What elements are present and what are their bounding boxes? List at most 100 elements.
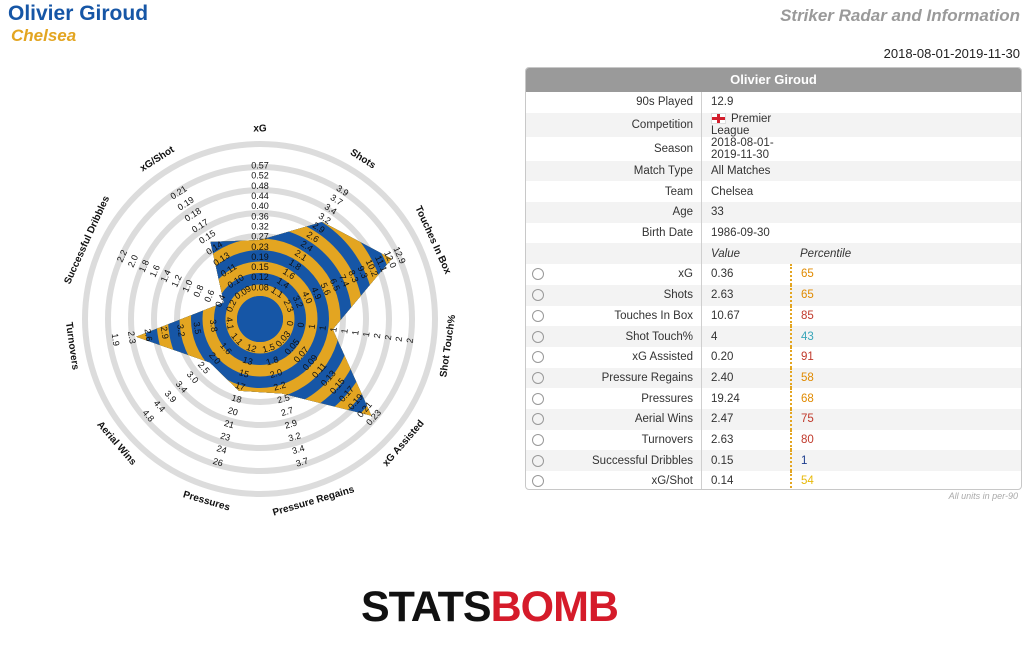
tick-label: 3.2 — [175, 324, 187, 338]
metric-value: 10.67 — [701, 305, 791, 327]
tick-label: 1 — [361, 331, 372, 337]
metric-percentile: 58 — [790, 367, 1021, 389]
tick-label: 7.4 — [337, 273, 351, 289]
info-value: 1986-09-30 — [701, 222, 791, 244]
tick-label: 0.8 — [191, 283, 205, 299]
metric-value: 4 — [701, 326, 791, 347]
tick-label: 1.6 — [148, 263, 162, 279]
metric-row: Aerial Wins 2.47 75 — [526, 408, 1021, 430]
info-label: Team — [664, 185, 693, 198]
info-value: 2018-08-01-2019-11-30 — [701, 136, 791, 161]
info-row: Team Chelsea — [526, 181, 1021, 203]
tick-label: 2.9 — [283, 418, 298, 431]
metric-label: xG/Shot — [651, 475, 693, 488]
tick-label: 17 — [234, 380, 246, 392]
tick-label: 2 — [383, 334, 394, 340]
info-row: Age 33 — [526, 202, 1021, 223]
tick-label: 0.52 — [251, 171, 269, 181]
axis-label: Shot Touch% — [438, 314, 458, 378]
tick-label: 2.2 — [272, 380, 287, 393]
info-value: 12.9 — [701, 92, 791, 113]
tick-label: 8.3 — [346, 269, 360, 285]
tick-label: 1.8 — [265, 354, 280, 367]
metric-label: Aerial Wins — [634, 413, 693, 426]
grid-ring — [151, 210, 369, 428]
percentile-header: Percentile — [800, 247, 852, 260]
grid-ring — [105, 164, 415, 474]
tick-label: 2 — [394, 336, 405, 342]
metric-percentile: 65 — [790, 264, 1021, 285]
metric-label: Pressures — [641, 392, 693, 405]
metric-percentile: 1 — [790, 450, 1021, 471]
tick-label: 0.27 — [251, 232, 269, 242]
metric-row: Pressures 19.24 68 — [526, 388, 1021, 409]
tick-label: 2.3 — [282, 298, 296, 314]
metric-label: Turnovers — [641, 433, 693, 446]
england-flag-icon — [711, 113, 726, 125]
tick-label: 2.6 — [143, 328, 155, 342]
stats-table: 90s Played 12.9 Competition Premier Leag… — [526, 92, 1021, 489]
metric-value: 2.47 — [701, 408, 791, 430]
tick-label: 4.4 — [152, 398, 168, 414]
metric-label: Pressure Regains — [601, 371, 693, 384]
axis-label: xG — [253, 124, 267, 135]
tick-label: 0 — [296, 322, 307, 328]
metric-row: xG/Shot 0.14 54 — [526, 471, 1021, 489]
tick-label: 1 — [350, 330, 361, 336]
gauge-icon — [532, 268, 544, 281]
info-panel: Olivier Giroud 90s Played 12.9 Competiti… — [525, 67, 1022, 490]
metric-value: 0.15 — [701, 450, 791, 471]
tick-label: 3.2 — [291, 294, 305, 310]
tick-label: 2.5 — [276, 392, 291, 405]
tick-label: 0.2 — [224, 298, 238, 314]
tick-label: 9.3 — [356, 264, 370, 280]
gauge-icon — [532, 289, 544, 302]
metric-row: Touches In Box 10.67 85 — [526, 305, 1021, 327]
tick-label: 4.9 — [309, 285, 323, 301]
grid-ring — [128, 187, 392, 451]
info-row: Competition Premier League — [526, 112, 1021, 137]
tick-label: 15 — [238, 367, 250, 379]
metric-value: 2.63 — [701, 284, 791, 306]
player-name: Olivier Giroud — [8, 2, 149, 25]
tick-label: 3.2 — [287, 430, 302, 443]
tick-label: 4.0 — [300, 290, 314, 306]
axis-label: xG Assisted — [381, 418, 427, 469]
metric-value: 2.40 — [701, 367, 791, 389]
info-label: Birth Date — [641, 227, 693, 240]
tick-label: 0.32 — [251, 221, 269, 231]
tick-label: 12 — [245, 342, 257, 354]
gauge-icon — [532, 330, 544, 343]
tick-label: 24 — [215, 443, 227, 455]
grid-ring — [82, 141, 438, 497]
tick-label: 0.44 — [251, 191, 269, 201]
metric-percentile: 75 — [790, 408, 1021, 430]
tick-label: 2.0 — [269, 367, 284, 380]
metric-value: 0.20 — [701, 346, 791, 368]
gauge-icon — [532, 413, 544, 426]
metric-percentile: 43 — [790, 326, 1021, 347]
tick-label: 0 — [285, 320, 296, 326]
tick-label: 0.40 — [251, 201, 269, 211]
tick-label: 1 — [328, 326, 339, 332]
tick-label: 2.0 — [126, 253, 140, 269]
gauge-icon — [532, 309, 544, 322]
tick-label: 1.9 — [110, 333, 122, 347]
tick-label: 0.4 — [213, 293, 227, 309]
info-label: Competition — [631, 118, 693, 131]
info-label: Match Type — [633, 165, 693, 178]
tick-label: 23 — [219, 431, 231, 443]
metric-percentile: 80 — [790, 429, 1021, 451]
tick-label: 1.5 — [261, 342, 276, 355]
metric-value: 0.36 — [701, 264, 791, 285]
metric-percentile: 65 — [790, 284, 1021, 306]
gauge-icon — [532, 392, 544, 405]
tick-label: 1.4 — [159, 268, 173, 284]
tick-label: 0.36 — [251, 211, 269, 221]
metric-label: Shots — [663, 289, 693, 302]
tick-label: 2 — [405, 337, 416, 343]
metric-percentile: 54 — [790, 471, 1021, 489]
tick-label: 2.7 — [280, 405, 295, 418]
panel-player-name: Olivier Giroud — [526, 68, 1021, 92]
tick-label: 0.6 — [202, 288, 216, 304]
